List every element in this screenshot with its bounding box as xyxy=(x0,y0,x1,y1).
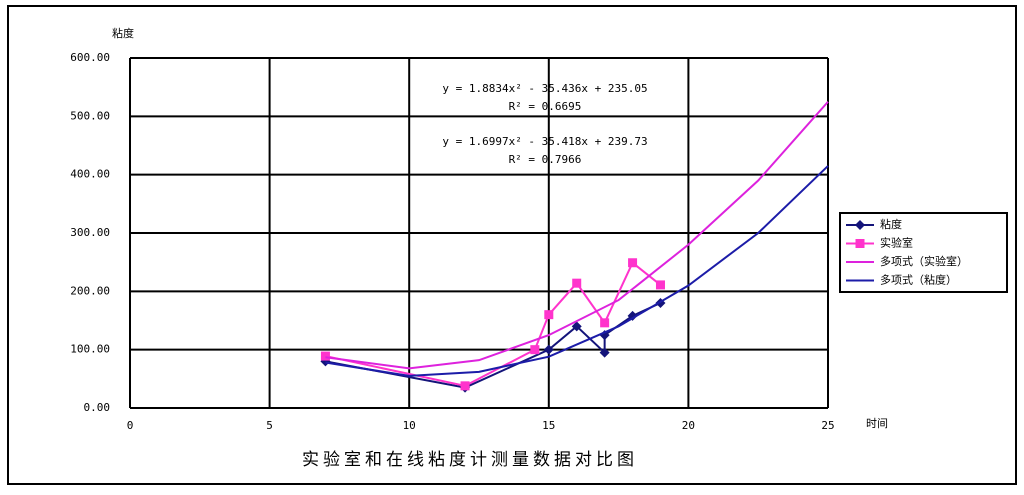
series-line xyxy=(325,261,662,387)
marker xyxy=(627,310,638,321)
y-tick-label: 500.00 xyxy=(70,109,110,122)
chart-title: 实验室和在线粘度计测量数据对比图 xyxy=(302,450,638,470)
marker xyxy=(460,381,470,391)
legend-marker xyxy=(855,239,865,248)
marker xyxy=(572,278,582,288)
legend xyxy=(839,212,1008,293)
series-line xyxy=(325,165,829,377)
x-tick-label: 20 xyxy=(682,419,695,432)
y-tick-label: 200.00 xyxy=(70,284,110,297)
marker xyxy=(320,351,330,361)
legend-label: 粘度 xyxy=(880,217,902,231)
marker xyxy=(543,344,554,355)
marker xyxy=(628,258,638,268)
x-tick-label: 15 xyxy=(542,419,555,432)
annotation: y = 1.6997x² - 35.418x + 239.73 xyxy=(442,135,647,148)
x-tick-label: 10 xyxy=(403,419,416,432)
legend-label: 多项式（实验室） xyxy=(880,254,968,268)
x-tick-label: 5 xyxy=(266,419,273,432)
y-axis-title: 粘度 xyxy=(112,26,134,40)
annotation: R² = 0.6695 xyxy=(509,100,582,113)
marker xyxy=(655,280,665,290)
legend-label: 实验室 xyxy=(880,236,913,250)
marker xyxy=(600,318,610,328)
marker xyxy=(571,321,582,332)
y-tick-label: 0.00 xyxy=(84,401,111,414)
marker xyxy=(530,345,540,355)
series-line xyxy=(325,101,829,370)
legend-marker xyxy=(855,220,865,230)
marker xyxy=(599,347,610,358)
y-tick-label: 400.00 xyxy=(70,168,110,181)
x-axis-title: 时间 xyxy=(866,417,888,430)
y-tick-label: 300.00 xyxy=(70,226,110,239)
y-tick-label: 100.00 xyxy=(70,343,110,356)
legend-label: 多项式（粘度） xyxy=(880,273,957,287)
marker xyxy=(544,310,554,320)
x-tick-label: 0 xyxy=(127,419,134,432)
x-tick-label: 25 xyxy=(821,419,834,432)
annotation: R² = 0.7966 xyxy=(509,153,582,166)
y-tick-label: 600.00 xyxy=(70,51,110,64)
annotation: y = 1.8834x² - 35.436x + 235.05 xyxy=(442,82,647,95)
